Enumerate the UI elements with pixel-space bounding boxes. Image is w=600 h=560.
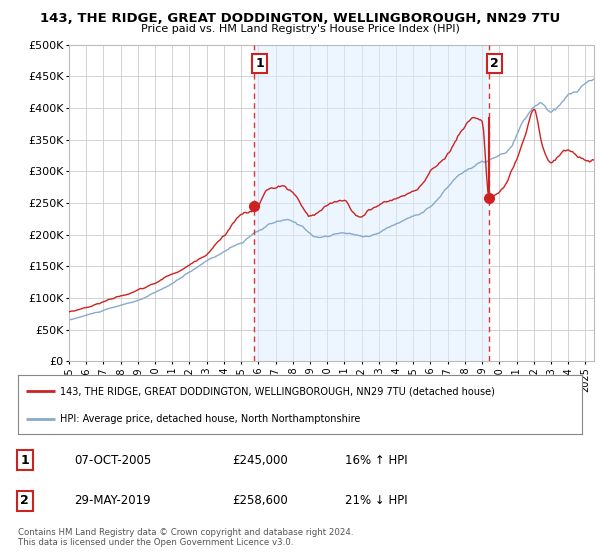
Text: 2: 2 bbox=[490, 57, 499, 71]
Text: £245,000: £245,000 bbox=[232, 454, 288, 467]
Text: 143, THE RIDGE, GREAT DODDINGTON, WELLINGBOROUGH, NN29 7TU: 143, THE RIDGE, GREAT DODDINGTON, WELLIN… bbox=[40, 12, 560, 25]
Text: HPI: Average price, detached house, North Northamptonshire: HPI: Average price, detached house, Nort… bbox=[60, 414, 361, 424]
Text: 21% ↓ HPI: 21% ↓ HPI bbox=[345, 494, 408, 507]
Text: This data is licensed under the Open Government Licence v3.0.: This data is licensed under the Open Gov… bbox=[18, 538, 293, 547]
Text: 2: 2 bbox=[20, 494, 29, 507]
Text: 143, THE RIDGE, GREAT DODDINGTON, WELLINGBOROUGH, NN29 7TU (detached house): 143, THE RIDGE, GREAT DODDINGTON, WELLIN… bbox=[60, 386, 495, 396]
Text: 07-OCT-2005: 07-OCT-2005 bbox=[74, 454, 152, 467]
Text: 1: 1 bbox=[255, 57, 264, 71]
Text: £258,600: £258,600 bbox=[232, 494, 288, 507]
Text: Price paid vs. HM Land Registry's House Price Index (HPI): Price paid vs. HM Land Registry's House … bbox=[140, 24, 460, 34]
Text: 1: 1 bbox=[20, 454, 29, 467]
Bar bbox=[254, 45, 489, 361]
Text: 29-MAY-2019: 29-MAY-2019 bbox=[74, 494, 151, 507]
Text: Contains HM Land Registry data © Crown copyright and database right 2024.: Contains HM Land Registry data © Crown c… bbox=[18, 528, 353, 536]
Text: 16% ↑ HPI: 16% ↑ HPI bbox=[345, 454, 408, 467]
